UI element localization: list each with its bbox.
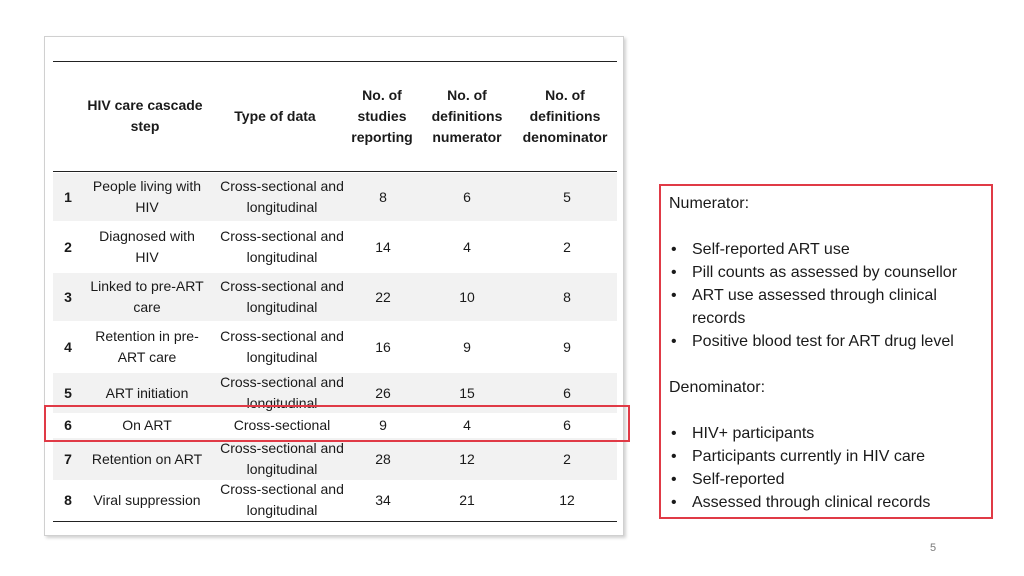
table-row: 4 Retention in pre-ART care Cross-sectio…	[53, 323, 617, 371]
row-number: 2	[64, 238, 72, 255]
spacer	[669, 215, 983, 238]
header-denominator-defs: No. of definitions denominator	[522, 87, 608, 145]
data-type: Cross-sectional and longitudinal	[220, 278, 344, 315]
definitions-notes-box: Numerator: Self-reported ART use Pill co…	[659, 184, 993, 519]
cascade-step: Retention in pre-ART care	[95, 328, 199, 365]
cascade-step: Diagnosed with HIV	[99, 228, 195, 265]
spacer	[669, 353, 983, 376]
on-art-row-highlight	[44, 405, 630, 442]
list-item: ART use assessed through clinical record…	[669, 284, 983, 330]
studies-count: 14	[375, 238, 391, 255]
data-type: Cross-sectional	[233, 416, 331, 433]
row-number: 7	[64, 450, 72, 467]
denominator-defs-count: 6	[563, 384, 571, 401]
table-header-rule	[53, 171, 617, 172]
data-type: Cross-sectional and longitudinal	[220, 328, 344, 365]
studies-count: 16	[375, 338, 391, 355]
table-row: 3 Linked to pre-ART care Cross-sectional…	[53, 273, 617, 321]
table-row: 8 Viral suppression Cross-sectional and …	[53, 480, 617, 520]
numerator-heading: Numerator:	[669, 195, 750, 212]
denominator-defs-count: 12	[559, 491, 575, 508]
denominator-list: HIV+ participants Participants currently…	[669, 422, 983, 514]
studies-count: 26	[375, 384, 391, 401]
data-type: Cross-sectional and longitudinal	[220, 481, 344, 518]
list-item: HIV+ participants	[669, 422, 983, 445]
denominator-defs-count: 9	[563, 338, 571, 355]
table-bottom-rule	[53, 521, 617, 522]
denominator-heading: Denominator:	[669, 379, 766, 396]
row-number: 3	[64, 288, 72, 305]
spacer	[669, 399, 983, 422]
studies-count: 28	[375, 450, 391, 467]
list-item: Self-reported	[669, 468, 983, 491]
studies-count: 9	[379, 416, 387, 433]
row-number: 5	[64, 384, 72, 401]
denominator-defs-count: 5	[563, 188, 571, 205]
table-row: 2 Diagnosed with HIV Cross-sectional and…	[53, 223, 617, 271]
studies-count: 22	[375, 288, 391, 305]
header-numerator-defs: No. of definitions numerator	[431, 87, 503, 145]
row-number: 8	[64, 491, 72, 508]
row-number: 4	[64, 338, 72, 355]
denominator-defs-count: 2	[563, 450, 571, 467]
cascade-step: ART initiation	[105, 384, 189, 401]
numerator-defs-count: 9	[463, 338, 471, 355]
numerator-defs-count: 4	[463, 416, 471, 433]
data-type: Cross-sectional and longitudinal	[220, 228, 344, 265]
numerator-defs-count: 6	[463, 188, 471, 205]
denominator-defs-count: 6	[563, 416, 571, 433]
table-row: 6 On ART Cross-sectional 9 4 6	[53, 407, 617, 443]
numerator-defs-count: 10	[459, 288, 475, 305]
list-item: Pill counts as assessed by counsellor	[669, 261, 983, 284]
data-type: Cross-sectional and longitudinal	[220, 440, 344, 477]
table-row: 7 Retention on ART Cross-sectional and l…	[53, 438, 617, 480]
data-type: Cross-sectional and longitudinal	[220, 178, 344, 215]
numerator-list: Self-reported ART use Pill counts as ass…	[669, 238, 983, 353]
cascade-step: Viral suppression	[93, 491, 201, 508]
cascade-step: People living with HIV	[92, 178, 202, 215]
studies-count: 34	[375, 491, 391, 508]
header-step: HIV care cascade step	[87, 97, 203, 134]
row-number: 6	[64, 416, 72, 433]
list-item: Assessed through clinical records	[669, 491, 983, 514]
table-top-rule	[53, 61, 617, 62]
studies-count: 8	[379, 188, 387, 205]
denominator-defs-count: 8	[563, 288, 571, 305]
cascade-step: Linked to pre-ART care	[90, 278, 204, 315]
numerator-defs-count: 4	[463, 238, 471, 255]
list-item: Self-reported ART use	[669, 238, 983, 261]
table-row: 1 People living with HIV Cross-sectional…	[53, 173, 617, 221]
cascade-step: Retention on ART	[91, 450, 203, 467]
page-number: 5	[930, 542, 937, 554]
list-item: Positive blood test for ART drug level	[669, 330, 983, 353]
list-item: Participants currently in HIV care	[669, 445, 983, 468]
numerator-defs-count: 12	[459, 450, 475, 467]
header-type: Type of data	[234, 108, 316, 124]
cascade-step: On ART	[122, 416, 172, 433]
numerator-defs-count: 21	[459, 491, 475, 508]
data-type: Cross-sectional and longitudinal	[220, 374, 344, 411]
numerator-defs-count: 15	[459, 384, 475, 401]
header-studies: No. of studies reporting	[351, 87, 413, 145]
cascade-table: HIV care cascade step Type of data No. o…	[44, 36, 624, 536]
denominator-defs-count: 2	[563, 238, 571, 255]
row-number: 1	[64, 188, 72, 205]
